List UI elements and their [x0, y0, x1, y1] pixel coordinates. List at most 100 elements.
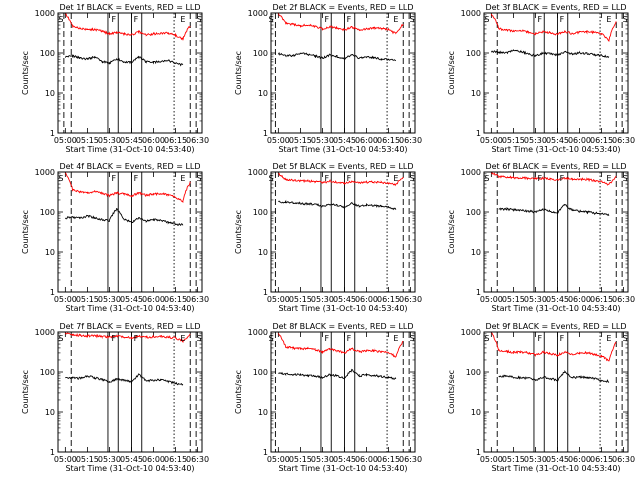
segment-marker-label: F [112, 15, 117, 24]
detector-panel-6f: Det 6f BLACK = Events, RED = LLD Counts/s… [447, 162, 635, 313]
segment-marker-label: F [560, 174, 565, 183]
x-tick-label: 05:15 [289, 455, 312, 464]
y-tick-label: 10 [471, 408, 481, 417]
x-tick-label: 05:30 [98, 455, 121, 464]
x-tick-label: 05:15 [289, 295, 312, 304]
segment-marker-label: S [58, 174, 63, 183]
x-tick-label: 06:00 [568, 295, 591, 304]
detector-panel-5f: Det 5f BLACK = Events, RED = LLD Counts/s… [234, 162, 422, 313]
x-tick-label: 06:30 [612, 455, 635, 464]
x-tick-label: 06:00 [142, 295, 165, 304]
events-series-line [278, 199, 397, 211]
y-tick-label: 10 [258, 408, 268, 417]
segment-marker-label: S [484, 15, 489, 24]
x-tick-label: 06:00 [355, 455, 378, 464]
x-tick-label: 05:15 [289, 136, 312, 145]
x-tick-label: 06:30 [612, 295, 635, 304]
segment-marker-label: E [606, 174, 611, 183]
panel-title: Det 6f BLACK = Events, RED = LLD [485, 162, 626, 171]
x-tick-label: 06:00 [355, 295, 378, 304]
lld-series-line [491, 332, 617, 362]
y-tick-label: 1 [263, 288, 268, 297]
y-axis-label: Counts/sec [447, 370, 456, 414]
x-tick-label: 05:30 [311, 295, 334, 304]
events-series-line [64, 54, 184, 67]
x-axis-label: Start Time (31-Oct-10 04:53:40) [278, 145, 407, 154]
lld-series-line [64, 332, 191, 343]
segment-marker-label: S [268, 334, 273, 343]
y-tick-label: 100 [466, 49, 481, 58]
panel-title: Det 1f BLACK = Events, RED = LLD [59, 3, 200, 12]
panel-title: Det 9f BLACK = Events, RED = LLD [485, 322, 626, 331]
x-tick-label: 05:45 [546, 295, 569, 304]
y-tick-label: 1000 [35, 328, 55, 337]
y-axis-label: Counts/sec [234, 51, 243, 95]
y-axis-label: Counts/sec [21, 370, 30, 414]
x-tick-label: 05:00 [54, 136, 77, 145]
y-axis-label: Counts/sec [234, 210, 243, 254]
segment-marker-label: F [134, 174, 139, 183]
detector-panel-2f: Det 2f BLACK = Events, RED = LLD Counts/s… [234, 3, 422, 154]
x-tick-label: 05:00 [480, 295, 503, 304]
x-tick-label: 05:45 [120, 455, 143, 464]
y-tick-label: 10 [258, 248, 268, 257]
y-tick-label: 1 [263, 129, 268, 138]
x-tick-label: 05:00 [267, 136, 290, 145]
y-tick-label: 10 [45, 408, 55, 417]
lld-series-line [490, 171, 617, 186]
segment-marker-label: E [393, 334, 398, 343]
panel-title: Det 3f BLACK = Events, RED = LLD [485, 3, 626, 12]
x-axis-label: Start Time (31-Oct-10 04:53:40) [491, 145, 620, 154]
x-tick-label: 05:45 [546, 455, 569, 464]
plot-frame [270, 12, 416, 134]
x-tick-label: 06:30 [612, 136, 635, 145]
x-tick-label: 05:15 [76, 295, 99, 304]
y-tick-label: 100 [40, 208, 55, 217]
plot-frame [483, 171, 629, 293]
y-tick-label: 100 [253, 49, 268, 58]
y-tick-label: 1 [50, 288, 55, 297]
y-tick-label: 100 [40, 49, 55, 58]
x-tick-label: 06:15 [164, 136, 187, 145]
x-tick-label: 06:15 [164, 295, 187, 304]
x-tick-label: 06:30 [399, 295, 422, 304]
x-tick-label: 06:15 [377, 295, 400, 304]
y-axis-label: Counts/sec [234, 370, 243, 414]
segment-marker-label: F [538, 334, 543, 343]
segment-marker-label: S [410, 334, 415, 343]
x-tick-label: 06:30 [186, 136, 209, 145]
detector-panel-3f: Det 3f BLACK = Events, RED = LLD Counts/s… [447, 3, 635, 154]
y-tick-label: 1000 [248, 328, 268, 337]
segment-marker-label: S [623, 174, 628, 183]
x-tick-label: 06:15 [590, 295, 613, 304]
plot-frame [57, 171, 203, 293]
x-tick-label: 06:00 [142, 455, 165, 464]
segment-marker-label: E [180, 174, 185, 183]
x-tick-label: 05:45 [120, 136, 143, 145]
segment-marker-label: S [58, 334, 63, 343]
events-series-line [277, 51, 397, 62]
x-tick-label: 05:30 [524, 295, 547, 304]
detector-panel-7f: Det 7f BLACK = Events, RED = LLD Counts/s… [21, 322, 209, 473]
segment-marker-label: E [393, 15, 398, 24]
panel-title: Det 4f BLACK = Events, RED = LLD [59, 162, 200, 171]
y-tick-label: 1 [476, 288, 481, 297]
x-tick-label: 05:00 [480, 136, 503, 145]
detector-panel-9f: Det 9f BLACK = Events, RED = LLD Counts/s… [447, 322, 635, 473]
lld-series-line [64, 172, 191, 203]
x-axis-label: Start Time (31-Oct-10 04:53:40) [65, 304, 194, 313]
y-axis-label: Counts/sec [447, 51, 456, 95]
detector-panel-1f: Det 1f BLACK = Events, RED = LLD Counts/s… [21, 3, 209, 154]
plot-frame [57, 331, 203, 453]
y-tick-label: 1 [476, 448, 481, 457]
lld-series-line [277, 333, 404, 358]
y-tick-label: 1 [476, 129, 481, 138]
y-tick-label: 10 [471, 248, 481, 257]
segment-marker-label: F [112, 174, 117, 183]
x-axis-label: Start Time (31-Oct-10 04:53:40) [65, 464, 194, 473]
x-tick-label: 06:30 [399, 455, 422, 464]
events-series-line [498, 370, 610, 383]
segment-marker-label: S [58, 15, 63, 24]
x-tick-label: 05:45 [546, 136, 569, 145]
